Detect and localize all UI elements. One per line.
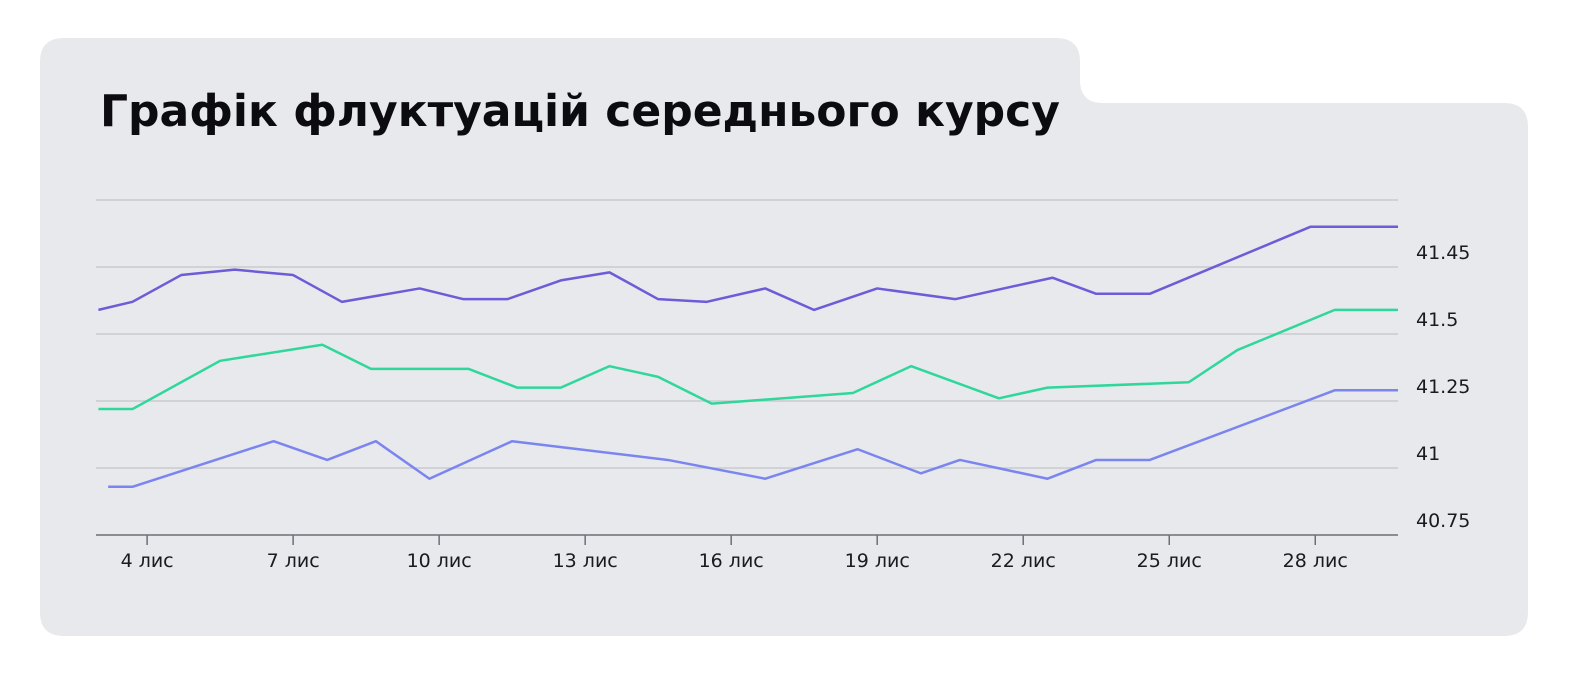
- x-tick-label: 16 лис: [699, 550, 764, 572]
- series-line: [98, 308, 1398, 411]
- series-line: [98, 225, 1398, 312]
- x-tick-label: 28 лис: [1283, 550, 1348, 572]
- x-tick-label: 22 лис: [991, 550, 1056, 572]
- series-line: [108, 389, 1398, 489]
- chart-title: Графік флуктуацій середнього курсу: [100, 86, 1060, 137]
- card: [40, 38, 1528, 636]
- y-tick-label: 41: [1416, 443, 1440, 465]
- x-tick-label: 4 лис: [121, 550, 174, 572]
- x-tick-label: 10 лис: [407, 550, 472, 572]
- x-tick-label: 19 лис: [845, 550, 910, 572]
- x-tick-label: 25 лис: [1137, 550, 1202, 572]
- y-tick-label: 40.75: [1416, 510, 1470, 532]
- x-tick-label: 13 лис: [553, 550, 618, 572]
- y-tick-label: 41.25: [1416, 376, 1470, 398]
- y-tick-label: 41.45: [1416, 242, 1470, 264]
- y-tick-label: 41.5: [1416, 309, 1458, 331]
- x-tick-label: 7 лис: [267, 550, 320, 572]
